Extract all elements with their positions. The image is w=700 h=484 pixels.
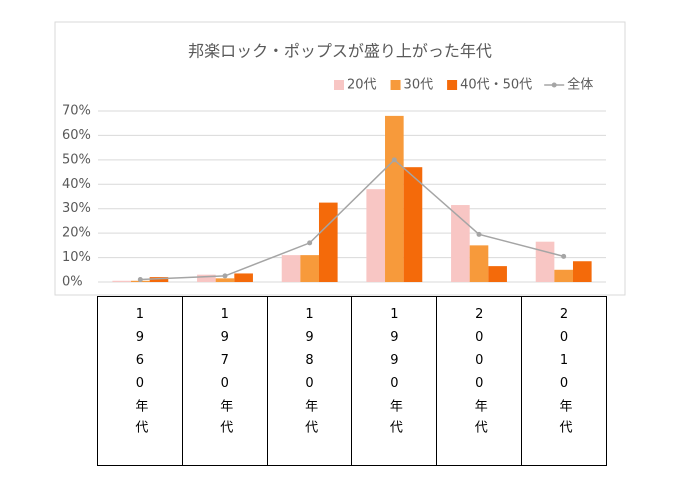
- legend-swatch: [334, 80, 344, 90]
- chart-frame: [54, 21, 626, 296]
- line: [140, 158, 564, 281]
- y-tick-label: 60%: [62, 128, 91, 143]
- table-cell: 1990年代: [352, 297, 438, 465]
- x-tick-label: 1970年代: [217, 307, 233, 441]
- table-cell: 1980年代: [268, 297, 353, 465]
- bar: [215, 278, 235, 282]
- bar: [554, 269, 573, 282]
- bar: [572, 261, 592, 282]
- line-point: [222, 273, 228, 279]
- bar: [385, 115, 404, 282]
- line-point: [391, 157, 397, 163]
- y-tick-label: 50%: [62, 152, 91, 167]
- x-tick-label: 2000年代: [471, 307, 487, 441]
- bar: [469, 245, 489, 282]
- legend-swatch: [390, 80, 401, 90]
- legend-label: 20代: [347, 78, 377, 93]
- y-tick-label: 20%: [62, 226, 91, 241]
- table-cell: 2000年代: [437, 297, 523, 465]
- line-point: [307, 240, 313, 246]
- legend-label: 全体: [567, 77, 593, 93]
- x-tick-label: 1990年代: [386, 307, 402, 441]
- bar: [535, 241, 555, 282]
- x-tick-label: 1960年代: [132, 307, 148, 441]
- bar: [300, 255, 319, 282]
- bar: [281, 255, 301, 282]
- legend-label: 30代: [404, 78, 434, 93]
- table-cell: 1960年代: [98, 297, 183, 465]
- bar: [234, 273, 253, 282]
- y-tick-label: 10%: [62, 250, 91, 265]
- bar: [403, 167, 423, 282]
- line-point: [561, 253, 567, 259]
- y-tick-label: 40%: [62, 177, 91, 192]
- x-tick-label: 2010年代: [556, 307, 572, 441]
- bar: [488, 266, 507, 282]
- legend-swatch: [551, 82, 557, 88]
- chart-title: 邦楽ロック・ポップスが盛り上がった年代: [188, 42, 492, 61]
- bar: [149, 277, 169, 282]
- legend-label: 40代・50代: [460, 78, 532, 93]
- bar: [112, 280, 132, 282]
- line-point: [137, 277, 143, 283]
- x-tick-label: 1980年代: [302, 307, 318, 441]
- line-point: [476, 231, 482, 237]
- category-table: 1960年代 1970年代 1980年代 1990年代 2000年代 2010年代: [97, 296, 607, 466]
- y-tick-label: 30%: [62, 201, 91, 216]
- y-tick-label: 0%: [62, 275, 83, 290]
- table-cell: 1970年代: [183, 297, 268, 465]
- bar: [318, 202, 338, 282]
- bar: [366, 189, 386, 282]
- legend-swatch: [447, 80, 458, 90]
- bar: [197, 274, 216, 282]
- y-tick-label: 70%: [62, 104, 91, 119]
- table-cell: 2010年代: [522, 297, 606, 465]
- bar: [451, 205, 470, 282]
